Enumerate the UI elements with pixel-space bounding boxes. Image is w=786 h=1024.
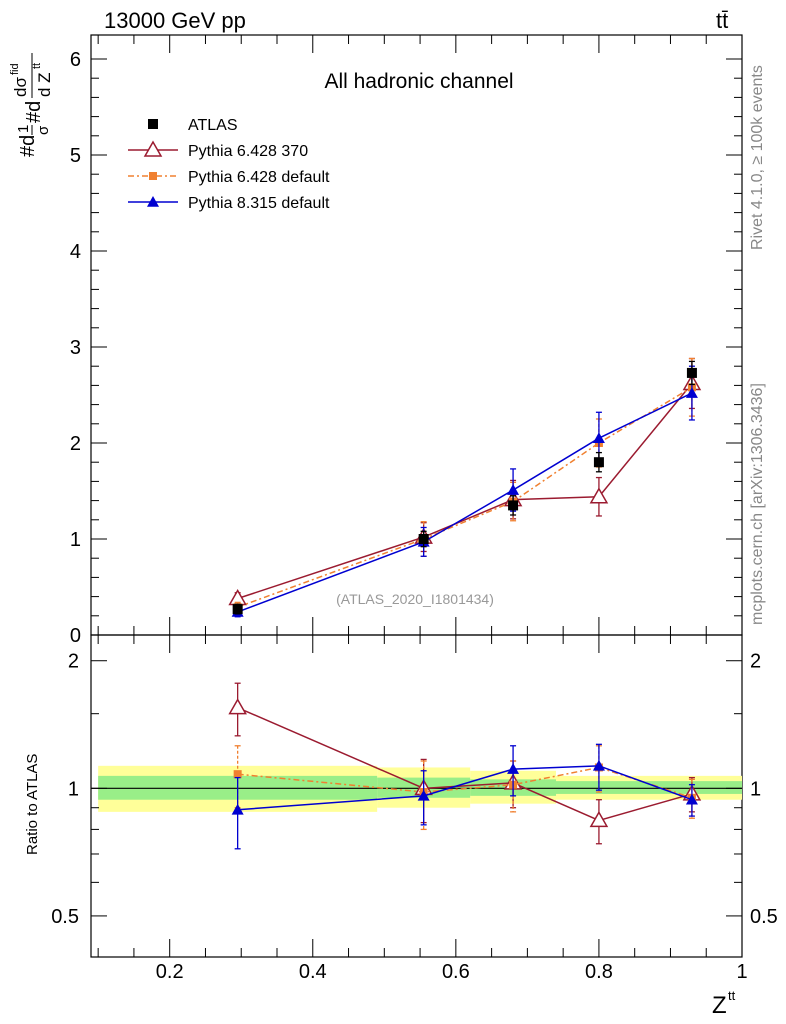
legend-entry: ATLAS [148,117,238,134]
pythia8-default-point [507,484,520,495]
x-tick-label: 0.4 [299,961,327,983]
legend-entry: Pythia 6.428 370 [128,140,308,160]
pythia6-370-point [589,810,609,828]
rivet-version-label: Rivet 4.1.0, ≥ 100k events [749,65,766,250]
atlas-data-point [148,119,158,129]
main-y-fid: fid [9,63,21,75]
pythia8-default-point [592,432,605,443]
ratio-y-tick-label-right: 0.5 [750,906,778,928]
ratio-y-tick-label: 1 [68,778,79,800]
energy-label: 13000 GeV pp [104,8,246,33]
ratio-y-tick-label: 0.5 [51,906,79,928]
ratio-y-tick-label: 2 [68,651,79,673]
x-axis-label: Z [712,992,727,1019]
analysis-id-label: (ATLAS_2020_I1801434) [336,591,494,607]
legend-label: Pythia 8.315 default [188,195,330,212]
pythia6-370-point [143,140,163,157]
y-tick-label: 0 [70,625,81,647]
pythia6-default-point [233,770,242,779]
pythia6-default-point [149,172,157,180]
pythia8-default-point [685,387,698,398]
ratio-plot: 0.5 0.5 1 1 2 2 [51,651,778,928]
pythia8-default-point [147,196,159,207]
source-label: mcplots.cern.ch [arXiv:1306.3436] [749,383,766,625]
pythia8-default-point [592,759,605,771]
atlas-data-point [593,457,604,468]
main-y-num: dσ [11,77,30,97]
main-y-frac-sigma: σ [35,125,52,135]
series-line [237,383,693,600]
y-tick-label: 4 [70,241,81,263]
ratio-y-tick-label-right: 2 [750,651,761,673]
process-label: tt̄ [716,8,728,33]
x-axis-label-superscript: tt [728,988,736,1003]
main-plot: 0 1 2 3 4 5 6 0.2 0.4 0.6 0.8 1 [70,35,748,983]
x-tick-label: 0.2 [156,961,184,983]
x-tick-label: 1 [736,961,747,983]
legend-label: ATLAS [188,117,238,134]
atlas-data-point [508,500,519,511]
atlas-data-point [686,367,697,378]
pythia8-default-point [507,763,520,774]
legend-label: Pythia 6.428 default [188,169,330,186]
y-tick-label: 1 [70,529,81,551]
main-y-axis-prefix: #d [17,135,39,157]
x-tick-label: 0.6 [442,961,470,983]
chart-title: All hadronic channel [324,70,513,93]
pythia8-default-point [417,789,430,801]
atlas-data-point [418,534,429,544]
y-tick-label: 5 [70,145,81,167]
legend-label: Pythia 6.428 370 [188,143,308,160]
pythia8-default-point [231,803,244,815]
main-y-axis-label: #d 1 σ #d dσ fid d Z tt [9,53,54,157]
legend-entry: Pythia 6.428 default [128,169,330,186]
legend-entry: Pythia 8.315 default [128,195,330,212]
ratio-y-axis-label: Ratio to ATLAS [24,754,41,855]
series-line [237,386,693,608]
y-tick-label: 6 [70,49,81,71]
series-line [237,392,693,613]
main-y-tt: tt [31,63,43,69]
pythia6-370-point [589,487,609,504]
pythia6-370-point [228,698,247,715]
y-tick-label: 3 [70,337,81,359]
main-y-frac-1: 1 [15,125,32,133]
atlas-data-point [232,604,243,615]
pythia8-default-point [685,793,698,805]
ratio-y-tick-label-right: 1 [750,778,761,800]
y-tick-label: 2 [70,433,81,455]
main-y-d: #d [23,101,45,123]
main-y-den: d Z [35,72,54,97]
legend: ATLAS Pythia 6.428 370 Pythia 6.428 defaul… [128,117,330,212]
x-tick-label: 0.8 [585,961,613,983]
